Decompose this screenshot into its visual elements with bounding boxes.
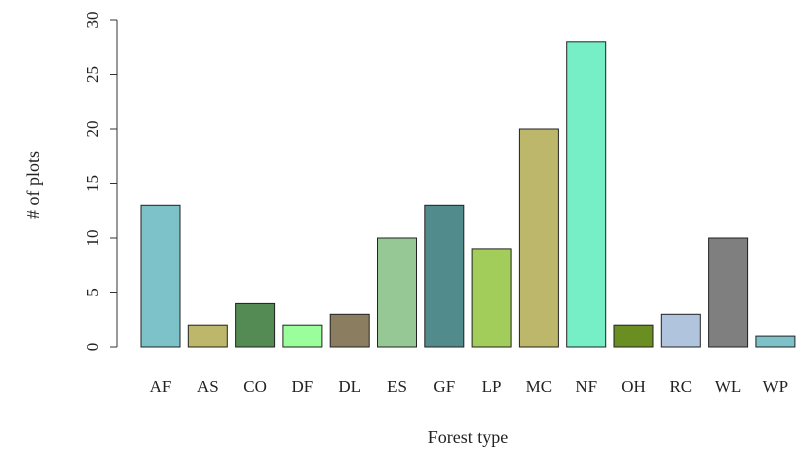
x-tick-label: MC [526, 377, 552, 396]
y-tick-label: 30 [83, 12, 102, 29]
x-tick-label: DL [338, 377, 361, 396]
x-tick-label: AS [197, 377, 219, 396]
bar-dl [329, 313, 370, 348]
bar-gf [424, 204, 465, 348]
x-tick-label: LP [482, 377, 502, 396]
bar-wp [755, 335, 796, 348]
x-axis-title: Forest type [428, 427, 509, 447]
y-tick-label: 25 [83, 66, 102, 83]
y-tick-label: 15 [83, 175, 102, 192]
bar-af [140, 204, 181, 348]
x-tick-label: NF [575, 377, 597, 396]
y-axis-title: # of plots [23, 151, 43, 219]
x-tick-label: OH [621, 377, 646, 396]
x-tick-label: ES [387, 377, 407, 396]
y-tick-label: 10 [83, 230, 102, 247]
y-axis: 0 5 10 15 20 25 30 [83, 12, 118, 352]
x-tick-label: WL [715, 377, 741, 396]
x-tick-label: AF [150, 377, 172, 396]
x-tick-label: WP [763, 377, 789, 396]
x-tick-label: RC [669, 377, 692, 396]
bar-co [235, 302, 276, 348]
y-tick-label: 20 [83, 121, 102, 138]
x-tick-label: GF [433, 377, 455, 396]
x-tick-labels: AF AS CO DF DL ES GF LP MC NF OH RC WL WP [150, 377, 789, 396]
bar-rc [660, 313, 701, 348]
x-tick-label: CO [243, 377, 267, 396]
bar-mc [518, 128, 559, 348]
bar-as [187, 324, 228, 348]
bar-nf [566, 41, 607, 348]
x-tick-label: DF [292, 377, 314, 396]
bar-es [377, 237, 417, 348]
bar-oh [613, 324, 654, 348]
y-tick-label: 5 [83, 288, 102, 297]
bar-lp [471, 248, 512, 348]
bars [140, 41, 796, 348]
y-tick-label: 0 [83, 343, 102, 352]
bar-df [282, 324, 323, 348]
bar-wl [708, 237, 749, 348]
